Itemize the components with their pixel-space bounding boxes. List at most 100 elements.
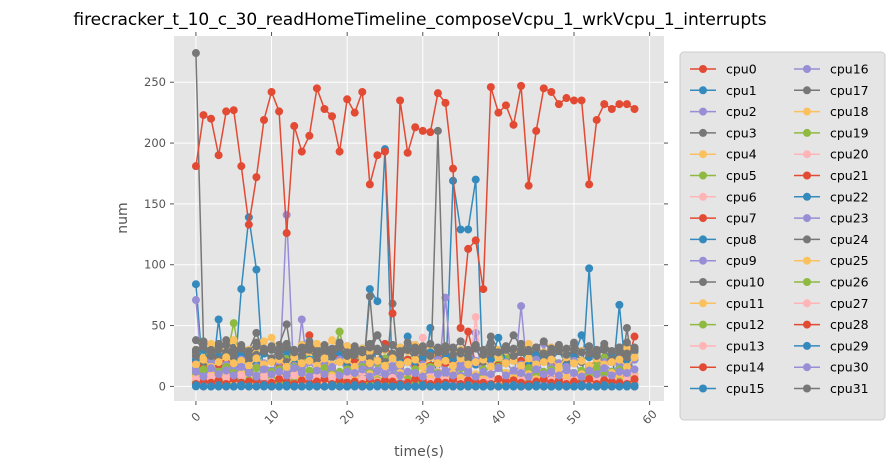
- data-point-cpu10: [191, 336, 200, 345]
- legend-label: cpu24: [830, 232, 869, 247]
- data-point-cpu30: [449, 371, 458, 380]
- legend-box: [679, 51, 886, 421]
- data-point-cpu0: [388, 309, 397, 318]
- data-point-cpu27: [207, 372, 216, 381]
- series-cpu31: [191, 341, 639, 360]
- data-point-cpu30: [554, 371, 563, 380]
- legend-swatch-marker: [803, 214, 811, 223]
- legend-label: cpu23: [830, 211, 869, 226]
- data-point-cpu30: [199, 372, 208, 381]
- legend-swatch-marker: [699, 299, 707, 308]
- legend-label: cpu17: [830, 83, 869, 98]
- data-point-cpu17: [297, 351, 306, 360]
- data-point-cpu0: [229, 106, 238, 115]
- legend-item-cpu25: cpu25: [794, 253, 869, 268]
- data-point-cpu31: [464, 345, 473, 354]
- data-point-cpu29: [305, 381, 314, 390]
- data-point-cpu0: [486, 83, 495, 92]
- data-point-cpu29: [554, 381, 563, 390]
- data-point-cpu17: [554, 347, 563, 356]
- legend-item-cpu2: cpu2: [690, 104, 757, 119]
- data-point-cpu17: [449, 350, 458, 359]
- data-point-cpu11: [267, 333, 276, 342]
- data-point-cpu31: [630, 345, 639, 354]
- legend-item-cpu8: cpu8: [690, 232, 757, 247]
- data-point-cpu0: [547, 87, 556, 96]
- data-point-cpu0: [305, 131, 314, 140]
- data-point-cpu31: [305, 341, 314, 350]
- data-point-cpu18: [350, 362, 359, 371]
- data-point-cpu15: [494, 333, 503, 342]
- data-point-cpu30: [229, 371, 238, 380]
- data-point-cpu30: [207, 364, 216, 373]
- legend-label: cpu19: [830, 125, 869, 140]
- data-point-cpu17: [328, 353, 337, 362]
- data-point-cpu0: [479, 285, 488, 294]
- data-point-cpu31: [622, 349, 631, 358]
- data-point-cpu18: [191, 360, 200, 369]
- data-point-cpu10: [509, 331, 518, 340]
- data-point-cpu29: [570, 382, 579, 391]
- data-point-cpu31: [290, 348, 299, 357]
- data-point-cpu29: [418, 381, 427, 390]
- data-point-cpu0: [411, 123, 420, 132]
- data-point-cpu30: [433, 370, 442, 379]
- data-point-cpu29: [411, 382, 420, 391]
- data-point-cpu29: [396, 381, 405, 390]
- data-point-cpu31: [411, 348, 420, 357]
- legend-item-cpu31: cpu31: [794, 381, 869, 396]
- legend-label: cpu16: [830, 62, 869, 77]
- data-point-cpu31: [259, 347, 268, 356]
- data-point-cpu3: [191, 49, 200, 58]
- data-point-cpu0: [275, 107, 284, 116]
- data-point-cpu18: [411, 355, 420, 364]
- data-point-cpu1: [373, 297, 382, 306]
- data-point-cpu31: [615, 343, 624, 352]
- legend-swatch-marker: [699, 320, 707, 329]
- data-point-cpu19: [592, 364, 601, 373]
- data-point-cpu0: [532, 126, 541, 135]
- data-point-cpu0: [358, 87, 367, 96]
- data-point-cpu31: [199, 343, 208, 352]
- legend-item-cpu1: cpu1: [690, 83, 757, 98]
- data-point-cpu29: [207, 382, 216, 391]
- data-point-cpu18: [199, 355, 208, 364]
- data-point-cpu30: [570, 369, 579, 378]
- x-tick-label: 50: [564, 407, 584, 427]
- legend-label: cpu0: [726, 62, 757, 77]
- legend-item-cpu10: cpu10: [690, 275, 765, 290]
- data-point-cpu31: [282, 343, 291, 352]
- legend-label: cpu10: [726, 275, 765, 290]
- legend-swatch-marker: [803, 320, 811, 329]
- data-point-cpu29: [237, 381, 246, 390]
- data-point-cpu18: [388, 354, 397, 363]
- data-point-cpu27: [222, 373, 231, 382]
- data-point-cpu31: [418, 342, 427, 351]
- data-point-cpu31: [539, 349, 548, 358]
- data-point-cpu18: [418, 362, 427, 371]
- series-cpu0: [191, 81, 639, 332]
- data-point-cpu30: [418, 372, 427, 381]
- legend-item-cpu24: cpu24: [794, 232, 869, 247]
- data-point-cpu31: [600, 344, 609, 353]
- data-point-cpu29: [517, 382, 526, 391]
- legend-swatch-marker: [699, 128, 707, 137]
- data-point-cpu30: [622, 369, 631, 378]
- data-point-cpu0: [570, 96, 579, 105]
- data-point-cpu18: [524, 354, 533, 363]
- data-point-cpu29: [282, 381, 291, 390]
- x-tick-label: 20: [337, 407, 357, 427]
- data-point-cpu18: [373, 356, 382, 365]
- data-point-cpu31: [532, 343, 541, 352]
- data-point-cpu0: [335, 147, 344, 156]
- data-point-cpu29: [630, 382, 639, 391]
- legend-label: cpu30: [830, 360, 869, 375]
- data-point-cpu0: [494, 108, 503, 117]
- data-point-cpu29: [290, 382, 299, 391]
- data-point-cpu31: [494, 348, 503, 357]
- data-point-cpu31: [501, 342, 510, 351]
- legend-swatch-marker: [803, 65, 811, 73]
- data-point-cpu31: [312, 350, 321, 359]
- data-point-cpu30: [358, 365, 367, 374]
- data-point-cpu18: [622, 362, 631, 371]
